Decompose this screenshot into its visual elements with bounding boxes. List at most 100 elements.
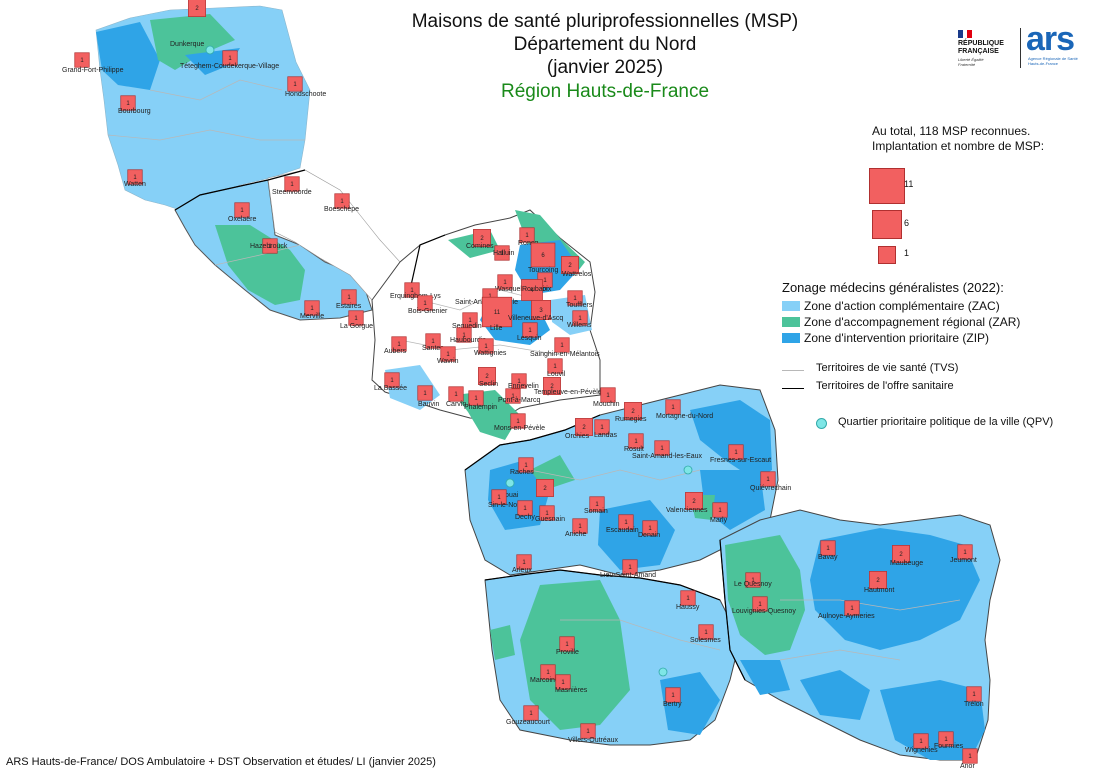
msp-marker	[628, 433, 644, 449]
place-label: Sequedin	[452, 323, 482, 330]
place-label: Lesquin	[517, 335, 542, 342]
msp-scale-label-6: 6	[904, 217, 910, 228]
place-label: Guesnain	[535, 516, 565, 523]
place-label: Raches	[510, 469, 534, 476]
zone-zip-maubeuge	[810, 528, 980, 650]
msp-count: 1	[660, 446, 664, 452]
msp-marker	[304, 300, 320, 316]
msp-marker	[391, 336, 407, 352]
msp-count: 2	[582, 425, 586, 431]
msp-count: 1	[634, 439, 638, 445]
msp-marker	[555, 674, 571, 690]
place-label: Wattignies	[474, 350, 507, 357]
place-label: Marcoing	[530, 677, 559, 684]
place-label: Comines	[466, 243, 494, 250]
msp-count: 1	[671, 693, 675, 699]
place-label: La Bassée	[374, 385, 407, 392]
place-label: Arleux	[512, 567, 532, 574]
msp-count: 1	[516, 419, 520, 425]
zone-zip-douai	[488, 460, 550, 530]
place-label: Louvil	[547, 371, 566, 378]
msp-count: 1	[573, 296, 577, 302]
place-label: Escaudain	[606, 527, 639, 534]
msp-marker	[547, 358, 563, 374]
msp-count: 2	[631, 409, 635, 415]
msp-count: 1	[529, 711, 533, 717]
msp-count: 1	[446, 352, 450, 358]
place-label: Carvin	[446, 401, 466, 408]
msp-count: 1	[578, 316, 582, 322]
msp-marker	[511, 373, 527, 389]
msp-marker	[287, 76, 303, 92]
msp-markers: 2 Dunkerque 1 Grand-Fort-Philippe 1 Téteghem-…	[62, 0, 984, 770]
msp-count: 6	[541, 253, 545, 259]
tvs-boundaries	[107, 79, 961, 661]
msp-marker	[262, 238, 278, 254]
marianne-flag-icon	[958, 30, 972, 38]
msp-count: 1	[565, 642, 569, 648]
place-label: Gouzeaucourt	[506, 719, 550, 726]
msp-marker	[957, 544, 973, 560]
logo-separator	[1020, 28, 1021, 68]
msp-count: 1	[561, 680, 565, 686]
msp-marker	[745, 572, 761, 588]
msp-count: 1	[290, 182, 294, 188]
msp-count: 1	[423, 391, 427, 397]
place-label: Bois-Grenier	[408, 308, 448, 315]
legend-swatch-zip	[782, 333, 800, 343]
msp-count: 1	[543, 278, 547, 284]
msp-count: 1	[310, 306, 314, 312]
msp-marker	[334, 193, 350, 209]
place-label: Watten	[124, 181, 146, 188]
place-label: Dunkerque	[170, 41, 204, 48]
msp-count: 1	[586, 729, 590, 735]
place-label: Grand-Fort-Philippe	[62, 67, 124, 74]
msp-count: 1	[523, 506, 527, 512]
msp-count: 1	[240, 208, 244, 214]
place-label: Fresnes-sur-Escaut	[710, 457, 771, 464]
place-label: Seclin	[479, 381, 498, 388]
msp-count: 1	[648, 526, 652, 532]
msp-marker	[510, 413, 526, 429]
place-label: Hondschoote	[285, 91, 326, 98]
msp-marker	[341, 289, 357, 305]
qpv-caudry	[658, 667, 668, 677]
place-label: Lille	[490, 325, 503, 332]
msp-marker	[234, 202, 250, 218]
msp-count: 1	[758, 602, 762, 608]
msp-count: 1	[826, 546, 830, 552]
place-label: Bauvin	[418, 401, 440, 408]
msp-marker	[624, 402, 642, 420]
msp-count: 1	[511, 394, 515, 400]
legend-item-zar: Zone d'accompagnement régional (ZAR)	[782, 315, 1020, 331]
msp-count: 1	[500, 251, 504, 257]
msp-marker	[120, 95, 136, 111]
msp-marker	[404, 282, 420, 298]
msp-count: 1	[522, 560, 526, 566]
place-label: Masnières	[555, 687, 588, 694]
msp-count: 1	[553, 364, 557, 370]
qpv-douai	[505, 478, 515, 488]
msp-marker	[519, 227, 535, 243]
msp-marker	[561, 256, 579, 274]
msp-marker	[284, 176, 300, 192]
msp-count: 1	[468, 318, 472, 324]
msp-count: 1	[354, 316, 358, 322]
place-label: Anor	[960, 763, 975, 770]
msp-count: 1	[545, 511, 549, 517]
place-label: Jeumont	[950, 557, 977, 564]
place-label: Tourcoing	[528, 267, 558, 274]
place-label: Santes	[422, 345, 444, 352]
msp-marker	[188, 0, 206, 17]
msp-marker	[74, 52, 90, 68]
place-label: Louvignies-Quesnoy	[732, 608, 796, 615]
msp-count: 1	[734, 450, 738, 456]
msp-marker	[698, 624, 714, 640]
msp-marker	[892, 545, 910, 563]
place-label: Mortagne-du-Nord	[656, 413, 713, 420]
msp-marker	[572, 310, 588, 326]
place-label: Trélon	[964, 701, 984, 708]
legend-label-zip: Zone d'intervention prioritaire (ZIP)	[804, 331, 990, 345]
place-label: Mouchin	[593, 401, 620, 408]
